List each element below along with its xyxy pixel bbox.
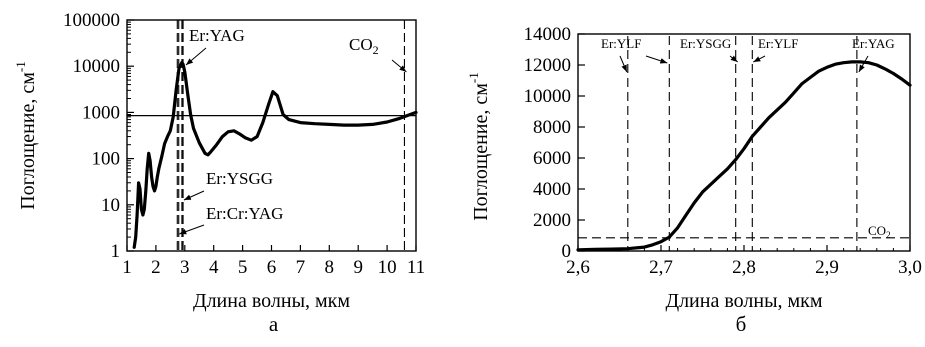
panel-b-x-tick-label: 3,0 [898,257,922,278]
panel-a-annotation-label: Er:Cr:YAG [206,204,283,223]
panel-a-x-tick-label: 9 [353,257,363,278]
panel-a-x-tick-label: 11 [407,257,425,278]
panel-b-annotation-label: Er:YLF [601,36,641,51]
panel-a-x-tick-label: 6 [267,257,277,278]
panel-b-annotation-arrow [645,55,668,64]
panel-a-annotation-label: Er:YAG [189,26,245,45]
panel-a-y-axis-label: Поглощение, см-1 [13,61,39,210]
panel-b-annotation-arrow [619,55,628,73]
panel-b-letter: б [736,312,747,336]
panel-a-x-tick-label: 5 [238,257,248,278]
panel-a-annotation-arrow [183,190,205,201]
panel-b-annotation-arrow [753,55,766,63]
panel-b-y-tick-label: 10000 [524,86,572,107]
panel-a-absorption-curve [132,60,418,249]
panel-a-y-tick-label: 1000 [82,102,120,123]
panel-b-x-tick-label: 2,7 [649,257,673,278]
panel-b-ticks: 2,6 2,7 2,8 2,9 3,0 0 2000 4000 6000 8000 10000 120… [524,24,922,278]
panel-a-y-tick-label: 10 [101,195,120,216]
panel-b-x-tick-label: 2,9 [815,257,839,278]
panel-a-letter: а [269,312,279,336]
panel-b: 2,6 2,7 2,8 2,9 3,0 0 2000 4000 6000 8000 10000 120… [466,24,922,336]
panel-a-x-tick-label: 3 [180,257,190,278]
panel-b-annotation-arrow [858,55,869,73]
panel-b-annotations: Er:YLF Er:YSGG Er:YLF Er:YAG CO2 [601,36,895,240]
panel-a-annotation-arrow [179,224,205,235]
panel-a-annotation-label: Er:YSGG [206,169,273,188]
panel-b-y-tick-label: 0 [562,241,572,262]
panel-b-annotation-label: Er:YLF [758,36,798,51]
panel-a-y-tick-label: 1 [111,241,121,262]
panel-b-y-tick-label: 6000 [533,148,571,169]
panel-b-y-tick-label: 4000 [533,179,571,200]
panel-b-annotation-arrow [729,55,739,63]
panel-a-annotation-arrow [391,59,407,73]
panel-a-annotation-label: CO2 [349,35,379,57]
panel-a-y-tick-label: 100000 [63,10,120,31]
panel-a-y-tick-label: 10000 [73,56,121,77]
panel-a-x-tick-label: 8 [325,257,335,278]
panel-b-x-tick-label: 2,6 [566,257,590,278]
panel-a-x-tick-label: 2 [151,257,161,278]
panel-b-y-tick-label: 14000 [524,24,572,45]
panel-a-x-tick-label: 7 [296,257,306,278]
panel-b-x-tick-label: 2,8 [732,257,756,278]
panel-b-laser-lines [627,36,858,251]
panel-b-y-tick-label: 2000 [533,210,571,231]
panel-b-y-tick-label: 12000 [524,55,572,76]
panel-a-annotation-arrow [185,47,207,66]
panel-b-x-axis-label: Длина волны, мкм [665,290,822,312]
panel-a-y-tick-label: 100 [92,149,121,170]
panel-b-y-axis-label: Поглощение, см-1 [466,72,492,221]
panel-a-x-tick-label: 4 [209,257,219,278]
panel-b-absorption-curve [576,60,912,252]
panel-a-x-tick-label: 10 [378,257,397,278]
panel-a-x-axis-label: Длина волны, мкм [193,290,350,312]
panel-b-y-tick-label: 8000 [533,117,571,138]
panel-b-annotation-label: CO2 [868,223,891,240]
panel-a-plot-frame [126,19,417,252]
panel-b-plot-frame [577,33,911,252]
panel-a-x-tick-label: 1 [122,257,132,278]
panel-b-annotation-label: Er:YAG [852,36,895,51]
panel-a-annotations: Er:YAG CO2 Er:YSGG Er:Cr:YAG [179,26,407,235]
panel-b-annotation-label: Er:YSGG [680,36,731,51]
